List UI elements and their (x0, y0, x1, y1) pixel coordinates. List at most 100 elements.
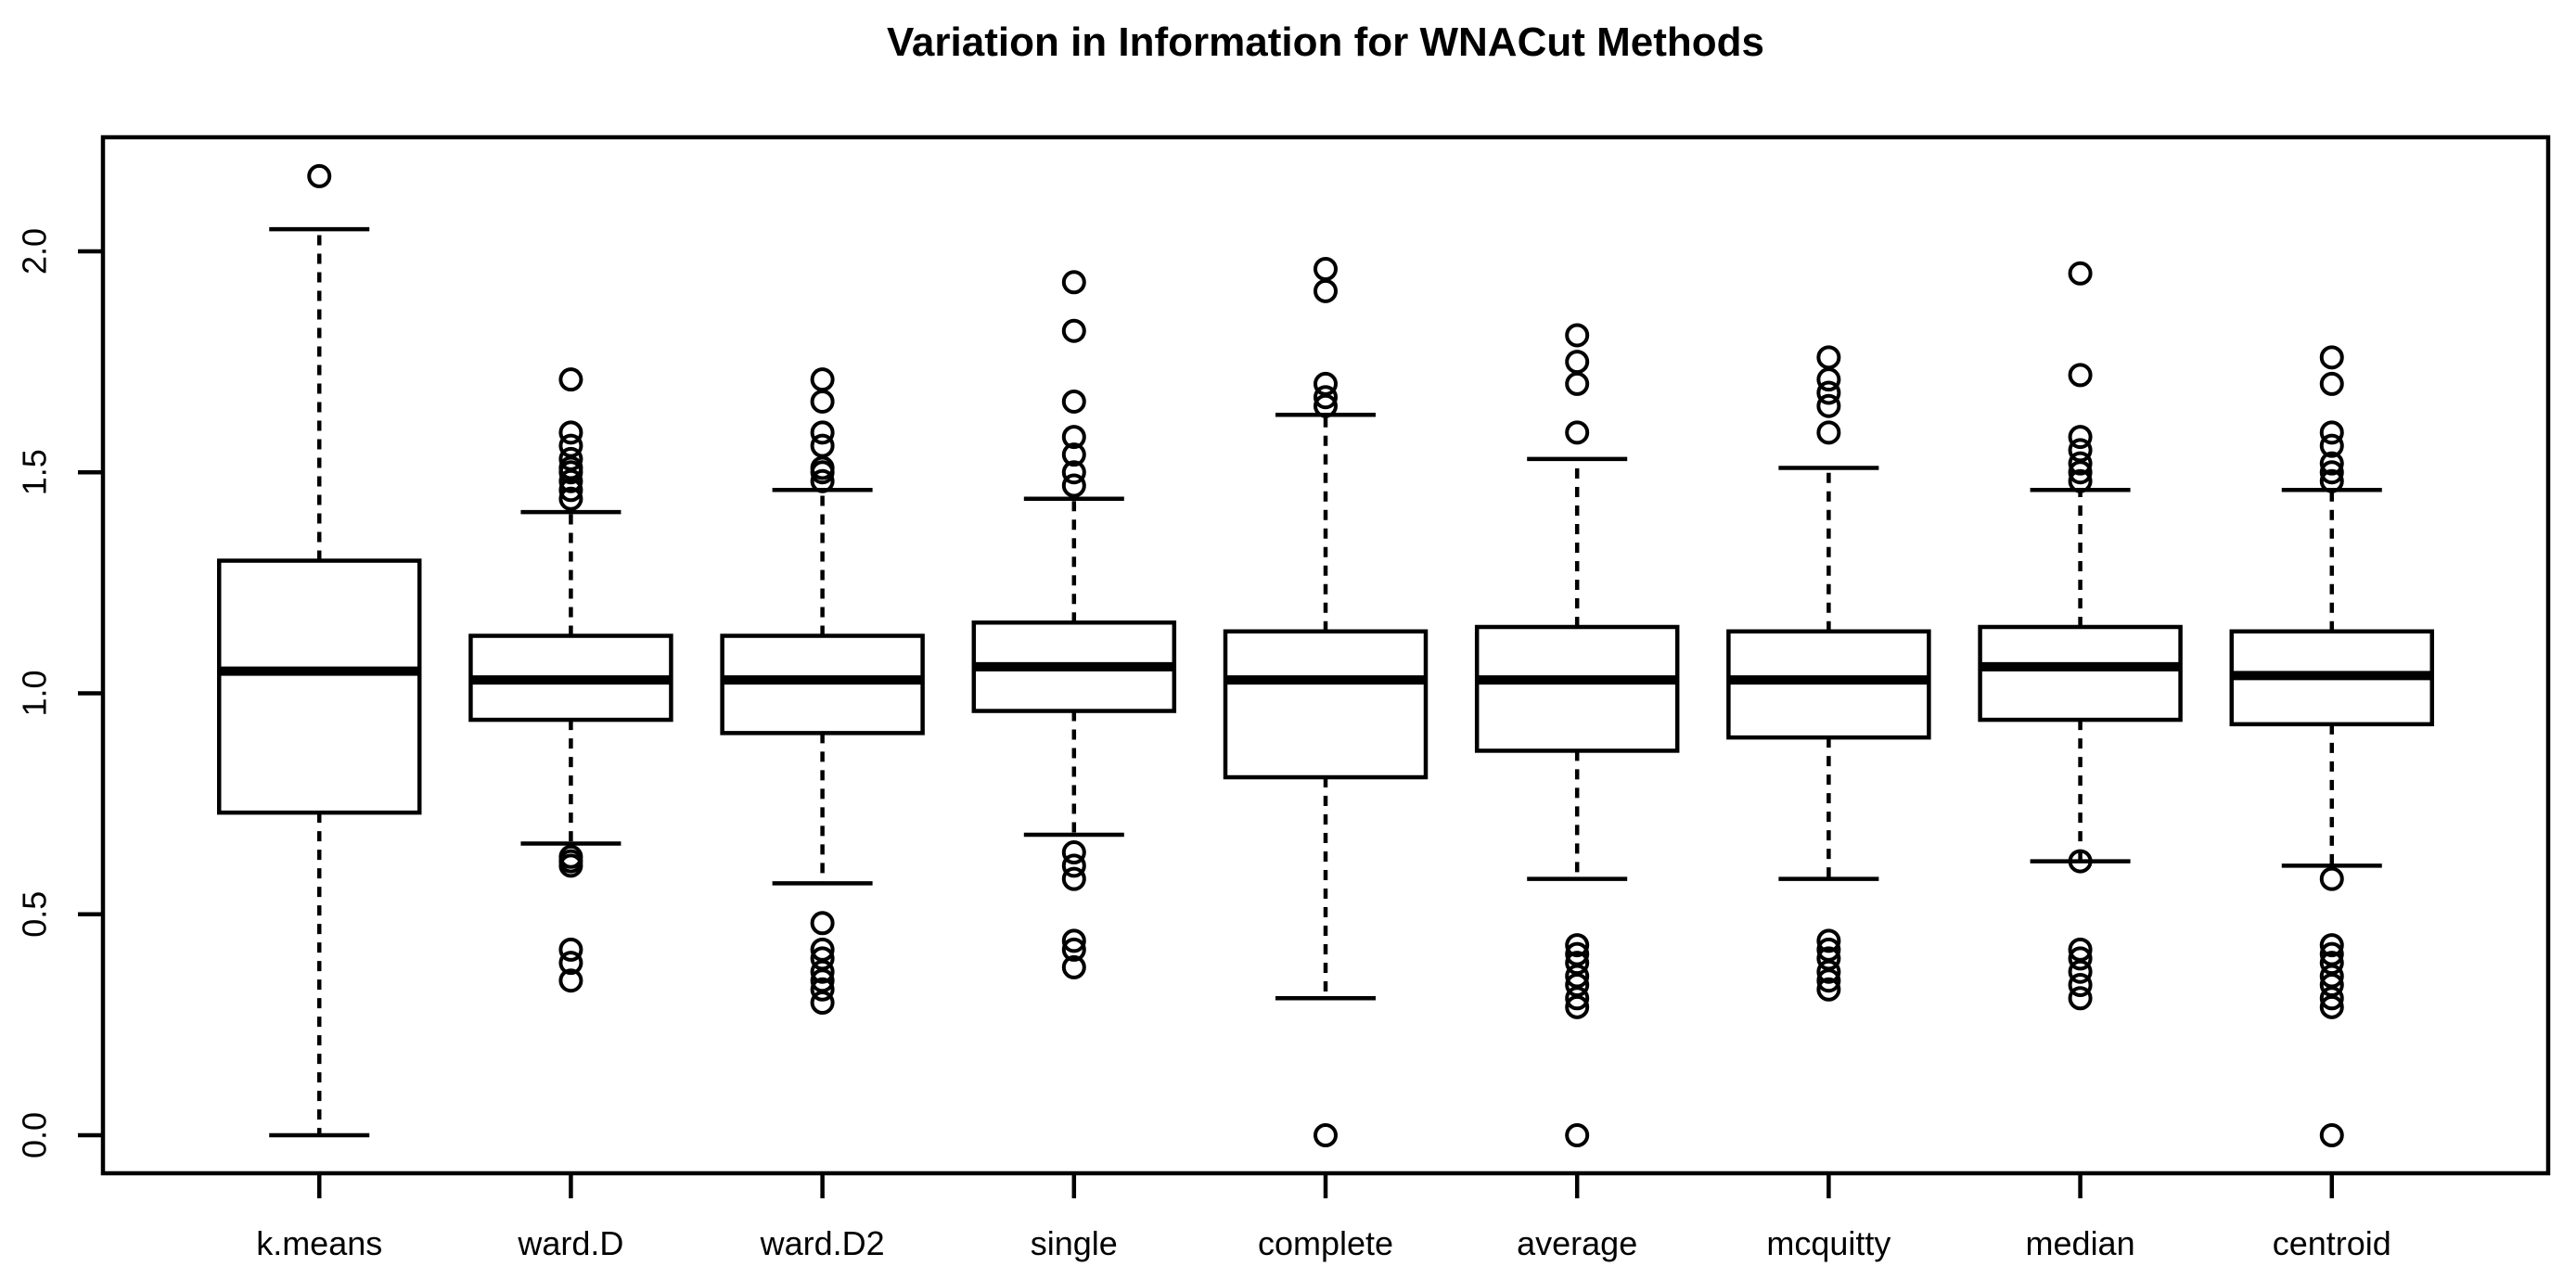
iqr-box (1978, 624, 2183, 723)
x-tick-label: single (1031, 1224, 1118, 1262)
outlier-point (558, 420, 583, 445)
outlier-point (2068, 438, 2093, 463)
outlier-point (810, 959, 835, 984)
outlier-point (1816, 393, 1841, 418)
outlier-point (1816, 959, 1841, 984)
outlier-point (1061, 937, 1086, 962)
outlier-point (1816, 977, 1841, 1002)
outlier-point (558, 446, 583, 471)
outlier-point (2319, 460, 2344, 485)
outlier-point (1565, 371, 1590, 396)
outlier-point (1314, 385, 1338, 410)
y-tick-label: 1.0 (16, 670, 54, 716)
outlier-point (1565, 420, 1590, 445)
outlier-point (1061, 853, 1086, 878)
box-group-average (1474, 323, 1680, 1148)
outlier-point (1565, 933, 1590, 958)
outlier-point (1565, 350, 1590, 375)
x-tick-label: median (2026, 1224, 2135, 1262)
outlier-point (558, 937, 583, 962)
outlier-point (810, 468, 835, 493)
outlier-point (558, 367, 583, 392)
outlier-point (2319, 468, 2344, 493)
outlier-point (810, 977, 835, 1002)
outlier-point (2319, 345, 2344, 370)
outlier-point (2068, 425, 2093, 450)
outlier-point (1061, 270, 1086, 295)
outlier-point (2068, 972, 2093, 997)
outlier-point (1816, 345, 1841, 370)
plot-layer: 0.0 0.5 1.0 1.5 2.0 k.means ward.D ward.D2 singl… (16, 134, 2551, 1262)
y-tick-label: 2.0 (16, 228, 54, 275)
outlier-point (558, 853, 583, 878)
outlier-point (2068, 451, 2093, 476)
outlier-point (2319, 994, 2344, 1019)
x-tick-label: ward.D2 (760, 1224, 885, 1262)
outlier-point (2068, 468, 2093, 493)
outlier-point (2068, 986, 2093, 1011)
outlier-point (2319, 986, 2344, 1011)
outlier-point (1565, 994, 1590, 1019)
outlier-point (1314, 1123, 1338, 1148)
y-tick-label: 0.5 (16, 891, 54, 938)
outlier-point (1061, 954, 1086, 979)
outlier-point (810, 367, 835, 392)
outlier-point (2319, 371, 2344, 396)
outlier-point (1061, 928, 1086, 953)
box-group-ward.D (468, 367, 673, 993)
x-tick-label: ward.D (517, 1224, 623, 1262)
outlier-point (2068, 959, 2093, 984)
outlier-point (2068, 946, 2093, 971)
box-group-complete (1223, 257, 1429, 1148)
outlier-point (558, 486, 583, 511)
outlier-point (1061, 460, 1086, 485)
outlier-point (1061, 425, 1086, 450)
outlier-point (1061, 840, 1086, 865)
box-group-median (1978, 261, 2183, 1011)
outlier-point (810, 389, 835, 414)
outlier-point (810, 991, 835, 1016)
y-tick-label: 1.5 (16, 449, 54, 495)
outlier-point (2319, 433, 2344, 458)
outlier-point (1314, 257, 1338, 282)
iqr-box (1474, 624, 1680, 753)
outlier-point (2319, 420, 2344, 445)
box-group-single (971, 270, 1177, 979)
outlier-point (1061, 473, 1086, 498)
outlier-point (1816, 420, 1841, 445)
outlier-point (1061, 389, 1086, 414)
outlier-point (1565, 1123, 1590, 1148)
outlier-point (2068, 849, 2093, 874)
outlier-point (2319, 451, 2344, 476)
outlier-point (558, 968, 583, 993)
outlier-point (2319, 1123, 2344, 1148)
outlier-point (1816, 380, 1841, 405)
x-tick-label: complete (1258, 1224, 1393, 1262)
outlier-point (1061, 866, 1086, 891)
box-group-ward.D2 (720, 367, 925, 1016)
outlier-point (1816, 928, 1841, 953)
outlier-point (1816, 367, 1841, 392)
outlier-point (810, 911, 835, 936)
outlier-point (307, 163, 332, 188)
x-tick-label: centroid (2273, 1224, 2391, 1262)
x-tick-label: mcquitty (1766, 1224, 1890, 1262)
box-group-mcquitty (1726, 345, 1931, 1002)
outlier-point (2319, 866, 2344, 891)
outlier-point (1061, 442, 1086, 467)
outlier-point (1061, 318, 1086, 343)
outlier-point (2068, 261, 2093, 286)
outlier-point (558, 951, 583, 976)
box-group-centroid (2229, 345, 2435, 1148)
iqr-box (1223, 629, 1429, 780)
x-tick-label: k.means (256, 1224, 382, 1262)
chart-title: Variation in Information for WNACut Meth… (887, 19, 1764, 65)
outlier-point (2068, 363, 2093, 388)
x-tick-label: average (1517, 1224, 1637, 1262)
outlier-point (1314, 278, 1338, 303)
outlier-point (1565, 986, 1590, 1011)
outlier-point (1565, 323, 1590, 348)
iqr-box (216, 558, 422, 815)
